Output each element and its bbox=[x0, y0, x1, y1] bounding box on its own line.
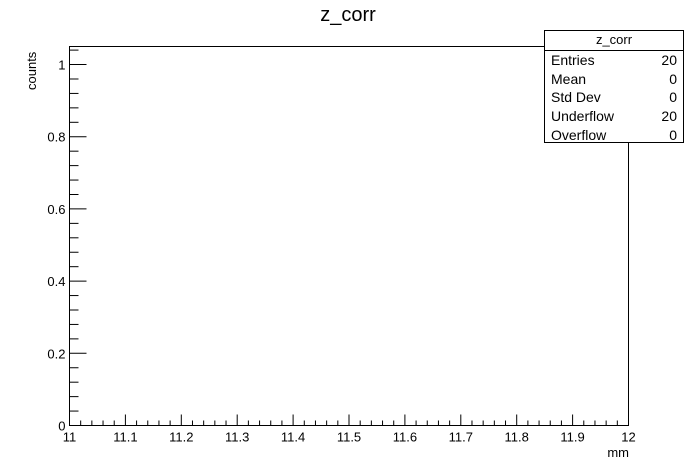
y-tick-label: 1 bbox=[58, 58, 65, 73]
stats-label: Entries bbox=[551, 52, 595, 68]
y-axis-label: counts bbox=[24, 51, 39, 90]
stats-label: Underflow bbox=[551, 108, 615, 125]
y-axis-ticks: 0 0.2 0.4 0.6 0.8 1 bbox=[47, 49, 87, 434]
y-tick-label: 0.2 bbox=[47, 346, 65, 361]
stats-box: z_corr Entries 20 Mean 0 Std Dev 0 Under… bbox=[544, 30, 684, 143]
x-axis-label: mm bbox=[607, 445, 629, 460]
stats-value: 0 bbox=[669, 89, 677, 106]
stats-title: z_corr bbox=[545, 31, 683, 51]
x-tick-label: 11.3 bbox=[225, 430, 249, 445]
x-tick-label: 11.2 bbox=[169, 430, 193, 445]
stats-label: Overflow bbox=[551, 126, 607, 143]
stats-value: 0 bbox=[669, 70, 677, 87]
stats-value: 20 bbox=[661, 108, 677, 125]
stats-value: 20 bbox=[661, 52, 677, 68]
x-tick-label: 11.1 bbox=[113, 430, 137, 445]
y-tick-label: 0.8 bbox=[47, 130, 65, 145]
stats-row-mean: Mean 0 bbox=[545, 70, 683, 89]
x-tick-label: 11.5 bbox=[337, 430, 361, 445]
x-tick-label: 11.8 bbox=[505, 430, 529, 445]
x-tick-label: 11.6 bbox=[393, 430, 417, 445]
stats-label: Std Dev bbox=[551, 89, 601, 106]
stats-row-entries: Entries 20 bbox=[545, 51, 683, 70]
stats-value: 0 bbox=[669, 126, 677, 143]
y-tick-label: 0 bbox=[58, 419, 65, 434]
stats-row-overflow: Overflow 0 bbox=[545, 126, 683, 145]
chart-title: z_corr bbox=[320, 4, 376, 26]
stats-row-std-dev: Std Dev 0 bbox=[545, 88, 683, 107]
x-tick-label: 11.4 bbox=[281, 430, 305, 445]
stats-label: Mean bbox=[551, 70, 587, 87]
y-tick-label: 0.6 bbox=[47, 202, 65, 217]
x-axis-ticks: 11 11.1 11.2 11.3 11.4 11.5 11.6 11.7 11.8 11.9 12 bbox=[63, 414, 636, 445]
x-tick-label: 11.7 bbox=[449, 430, 473, 445]
y-tick-label: 0.4 bbox=[47, 274, 65, 289]
stats-row-underflow: Underflow 20 bbox=[545, 107, 683, 126]
x-tick-label: 12 bbox=[621, 430, 635, 445]
x-tick-label: 11.9 bbox=[560, 430, 584, 445]
x-tick-label: 11 bbox=[63, 430, 77, 445]
